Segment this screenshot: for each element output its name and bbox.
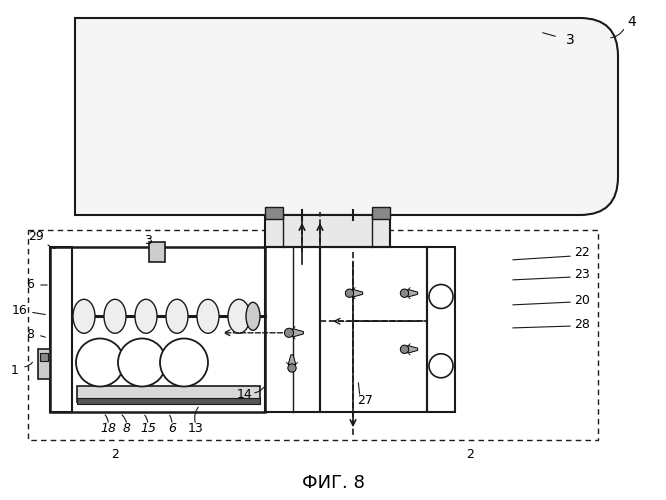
Text: 6: 6 xyxy=(26,278,34,291)
Ellipse shape xyxy=(135,300,157,334)
Bar xyxy=(320,247,427,412)
Circle shape xyxy=(284,328,294,338)
Circle shape xyxy=(429,284,453,308)
Text: 14: 14 xyxy=(237,388,253,402)
Text: 20: 20 xyxy=(574,294,590,306)
Text: ФИГ. 8: ФИГ. 8 xyxy=(302,474,364,492)
Polygon shape xyxy=(353,290,363,297)
Circle shape xyxy=(118,338,166,386)
Circle shape xyxy=(400,289,409,298)
Bar xyxy=(372,207,390,219)
Text: 6: 6 xyxy=(168,422,176,434)
Text: 1: 1 xyxy=(11,364,19,376)
Bar xyxy=(50,247,265,412)
Bar xyxy=(149,242,165,262)
Text: 8: 8 xyxy=(123,422,131,434)
Bar xyxy=(40,352,48,360)
Ellipse shape xyxy=(73,300,95,334)
Circle shape xyxy=(400,345,409,354)
Ellipse shape xyxy=(104,300,126,334)
Bar xyxy=(50,247,72,412)
Bar xyxy=(77,386,260,402)
Ellipse shape xyxy=(246,302,260,330)
PathPatch shape xyxy=(75,18,618,215)
Text: 28: 28 xyxy=(574,318,590,332)
Text: 8: 8 xyxy=(26,328,34,342)
Text: 23: 23 xyxy=(574,268,590,281)
Text: 3: 3 xyxy=(144,234,152,248)
Bar xyxy=(265,247,320,412)
Circle shape xyxy=(345,289,354,298)
Text: 15: 15 xyxy=(140,422,156,434)
Text: 27: 27 xyxy=(357,394,373,406)
Text: 18: 18 xyxy=(100,422,116,434)
Bar xyxy=(38,350,50,380)
Text: 3: 3 xyxy=(565,33,574,47)
Polygon shape xyxy=(288,355,296,364)
Text: 2: 2 xyxy=(111,448,119,462)
Text: 2: 2 xyxy=(466,448,474,462)
Bar xyxy=(427,247,455,412)
Bar xyxy=(265,207,283,219)
Text: 16: 16 xyxy=(12,304,28,316)
Polygon shape xyxy=(408,290,418,297)
Circle shape xyxy=(429,354,453,378)
Ellipse shape xyxy=(228,300,250,334)
Text: 22: 22 xyxy=(574,246,590,260)
Bar xyxy=(265,215,390,247)
Bar xyxy=(77,398,260,404)
Polygon shape xyxy=(292,328,304,337)
Circle shape xyxy=(160,338,208,386)
Text: 13: 13 xyxy=(188,422,204,434)
Bar xyxy=(28,230,598,440)
Circle shape xyxy=(288,364,296,372)
Ellipse shape xyxy=(166,300,188,334)
Polygon shape xyxy=(408,346,418,353)
Circle shape xyxy=(76,338,124,386)
Ellipse shape xyxy=(197,300,219,334)
Text: 4: 4 xyxy=(627,15,637,29)
Text: 29: 29 xyxy=(28,230,44,243)
